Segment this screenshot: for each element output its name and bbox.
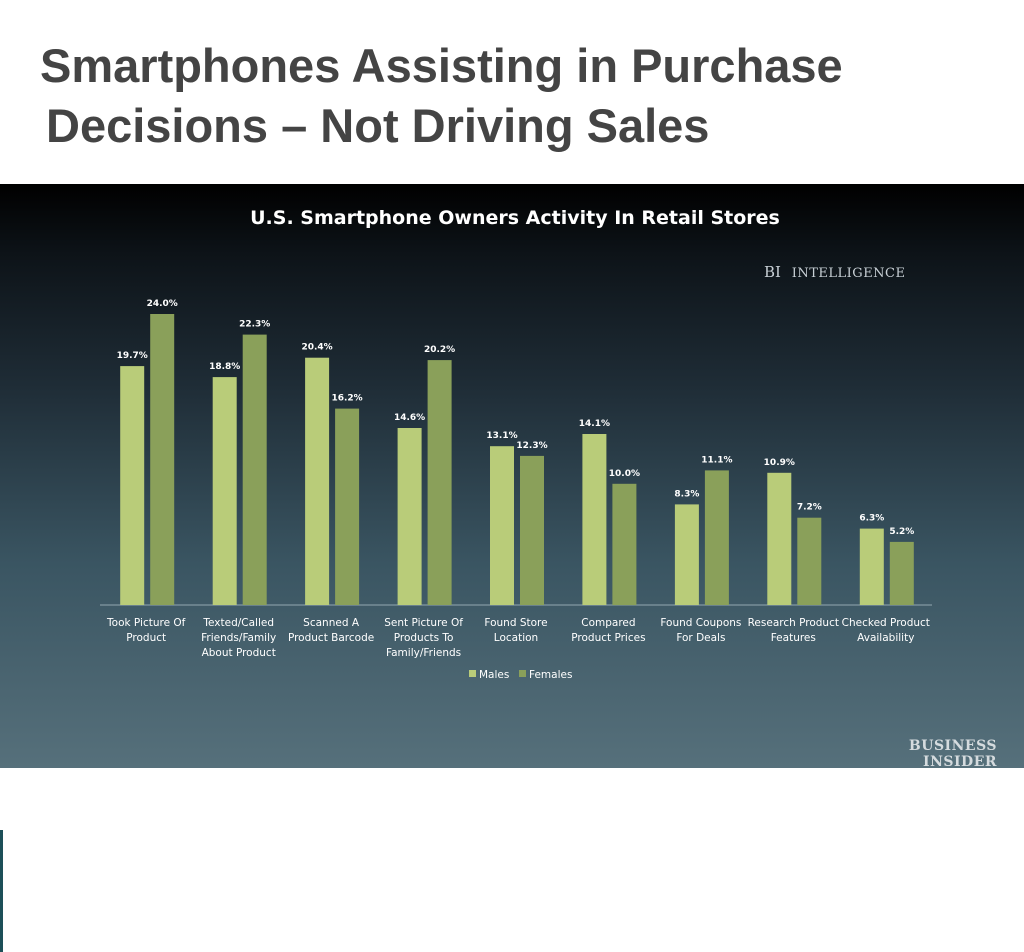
bar-males-2 — [305, 357, 330, 605]
chart-title: U.S. Smartphone Owners Activity In Retai… — [250, 207, 780, 229]
bi-logo-abbrev: BI — [764, 263, 781, 281]
bar-males-1 — [212, 377, 237, 605]
value-label-males-4: 13.1% — [486, 431, 517, 441]
bar-males-4 — [490, 446, 514, 605]
value-label-males-2: 20.4% — [301, 343, 332, 353]
value-labels-group: 19.7% 24.0% 18.8% 22.3% 20.4% 16.2% 14.6% 20.2%… — [117, 299, 915, 537]
bi-intelligence-logo: BI Intelligence — [764, 263, 906, 281]
legend-swatch-males — [469, 670, 476, 677]
business-insider-line-2: INSIDER — [923, 754, 997, 768]
value-label-females-5: 10.0% — [609, 469, 640, 479]
bar-males-0 — [120, 366, 145, 605]
value-label-males-0: 19.7% — [117, 351, 148, 361]
category-label-4: Found Store Location — [484, 617, 547, 644]
bar-females-3 — [427, 360, 452, 605]
bar-females-2 — [335, 408, 360, 605]
value-label-males-6: 8.3% — [674, 489, 699, 499]
bar-males-5 — [582, 434, 607, 605]
value-label-females-1: 22.3% — [239, 320, 270, 330]
value-label-females-7: 7.2% — [797, 503, 822, 513]
bar-females-5 — [612, 483, 637, 606]
bar-females-0 — [150, 314, 175, 605]
category-label-6: Found Coupons For Deals — [660, 617, 741, 644]
category-label-3: Sent Picture Of Products To Family/Friends — [384, 617, 463, 659]
legend-label-males: Males — [479, 669, 509, 681]
bar-males-7 — [767, 472, 792, 605]
bar-chart: U.S. Smartphone Owners Activity In Retai… — [100, 207, 997, 768]
value-label-males-8: 6.3% — [859, 514, 884, 524]
category-label-8: Checked Product Availability — [842, 617, 930, 644]
value-label-males-3: 14.6% — [394, 413, 425, 423]
left-edge-strip — [0, 830, 3, 952]
value-label-females-8: 5.2% — [889, 527, 914, 537]
business-insider-logo: BUSINESS INSIDER — [909, 738, 997, 768]
bar-males-6 — [674, 504, 699, 605]
value-label-males-5: 14.1% — [579, 419, 610, 429]
bars-group — [120, 314, 914, 606]
chart-panel: U.S. Smartphone Owners Activity In Retai… — [0, 184, 1024, 952]
bar-females-6 — [704, 470, 729, 605]
bar-males-3 — [397, 428, 422, 605]
legend-swatch-females — [519, 670, 526, 677]
slide-title-line-1: Smartphones Assisting in Purchase — [40, 39, 843, 92]
business-insider-line-1: BUSINESS — [909, 738, 997, 754]
category-labels-group: Took Picture Of Product Texted/Called Frien… — [106, 617, 930, 659]
category-label-0: Took Picture Of Product — [106, 617, 186, 644]
value-label-females-2: 16.2% — [331, 394, 362, 404]
legend: Males Females — [469, 669, 572, 681]
category-label-5: Compared Product Prices — [571, 617, 645, 644]
category-label-2: Scanned A Product Barcode — [288, 617, 374, 644]
value-label-females-0: 24.0% — [147, 299, 178, 309]
bar-females-1 — [242, 334, 267, 605]
bar-females-7 — [797, 517, 822, 605]
value-label-females-6: 11.1% — [701, 455, 732, 465]
bar-males-8 — [859, 528, 884, 605]
bar-females-4 — [520, 455, 544, 605]
category-label-7: Research Product Features — [748, 617, 839, 644]
value-label-females-3: 20.2% — [424, 345, 455, 355]
slide-title-line-2: Decisions – Not Driving Sales — [46, 99, 710, 152]
legend-label-females: Females — [529, 669, 572, 681]
bi-logo-word: Intelligence — [792, 266, 906, 281]
value-label-females-4: 12.3% — [516, 441, 547, 451]
bar-females-8 — [889, 541, 914, 605]
category-label-1: Texted/Called Friends/Family About Product — [201, 617, 276, 659]
slide-title: Smartphones Assisting in Purchase Decisi… — [40, 36, 1000, 156]
value-label-males-7: 10.9% — [764, 458, 795, 468]
value-label-males-1: 18.8% — [209, 362, 240, 372]
svg-text:BI Intelligence: BI Intelligence — [764, 263, 906, 281]
